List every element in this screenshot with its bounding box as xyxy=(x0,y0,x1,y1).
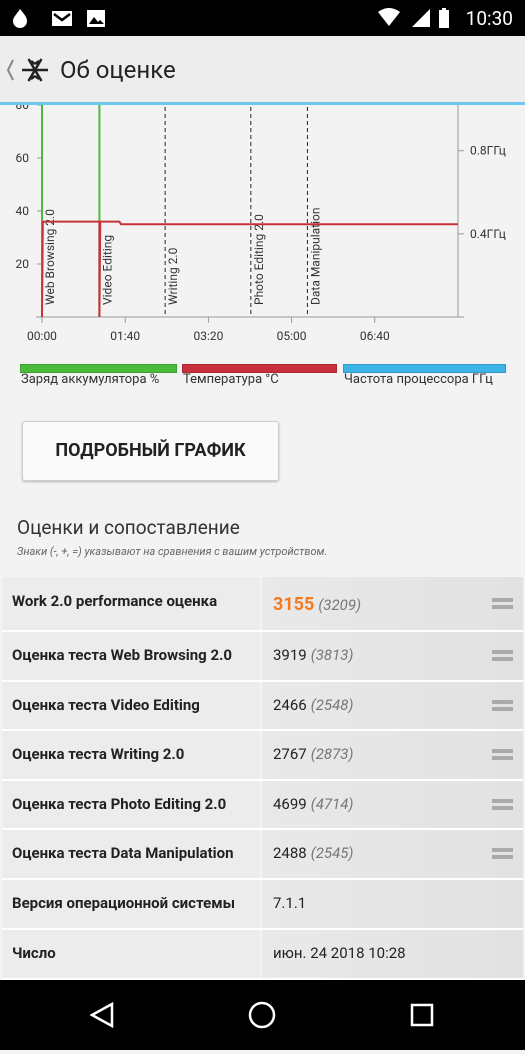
row-score: 2767 (2873) xyxy=(273,745,353,763)
legend-label: Температура °C xyxy=(183,372,279,387)
app-title: Об оценке xyxy=(60,56,176,84)
legend-label: Частота процессора ГГц xyxy=(344,372,493,387)
row-score: 3919 (3813) xyxy=(273,646,353,664)
y2-tick-label: 0.4ГГц xyxy=(470,227,506,241)
back-logo[interactable] xyxy=(4,54,56,86)
score-row: Оценка теста Photo Editing 2.0 4699 (4714) xyxy=(2,781,523,830)
name-cell: Оценка теста Web Browsing 2.0 xyxy=(2,632,260,680)
legend-swatch xyxy=(343,364,506,373)
row-label: Число xyxy=(12,944,56,962)
row-label: Версия операционной системы xyxy=(12,894,236,912)
reference-score: (3209) xyxy=(318,596,362,614)
marker-label: Video Editing xyxy=(100,235,114,305)
name-cell: Версия операционной системы xyxy=(2,880,260,928)
status-indicators xyxy=(378,8,449,28)
score-value: 2488 xyxy=(273,844,307,862)
score-row: Оценка теста Web Browsing 2.0 3919 (3813) xyxy=(2,632,523,682)
marker-label: Photo Editing 2.0 xyxy=(252,214,266,305)
row-label: Оценка теста Writing 2.0 xyxy=(12,745,185,763)
value-cell: 3919 (3813) xyxy=(262,632,523,680)
nav-bar xyxy=(0,980,525,1050)
value-cell: 4699 (4714) xyxy=(262,781,523,828)
row-label: Оценка теста Web Browsing 2.0 xyxy=(12,646,233,664)
reference-score: (3813) xyxy=(310,646,354,664)
value-cell: 7.1.1 xyxy=(262,880,523,928)
legend-label: Заряд аккумулятора % xyxy=(21,372,160,387)
score-value: 2767 xyxy=(273,745,307,763)
compare-icon xyxy=(492,598,513,610)
score-value: июн. 24 2018 10:28 xyxy=(273,944,406,962)
score-row: Оценка теста Writing 2.0 2767 (2873) xyxy=(2,731,523,781)
score-row: Оценка теста Video Editing 2466 (2548) xyxy=(2,682,523,731)
score-value: 2466 xyxy=(273,696,307,714)
value-cell: июн. 24 2018 10:28 xyxy=(262,930,523,978)
row-label: Оценка теста Data Manipulation xyxy=(12,844,234,862)
compare-icon xyxy=(492,650,513,662)
name-cell: Оценка теста Photo Editing 2.0 xyxy=(2,781,260,828)
section-note: Знаки (-, +, =) указывают на сравнения с… xyxy=(17,545,328,558)
row-score: июн. 24 2018 10:28 xyxy=(273,944,406,962)
y-tick-label: 20 xyxy=(16,257,30,271)
value-cell: 2488 (2545) xyxy=(262,830,523,878)
score-value: 7.1.1 xyxy=(273,894,307,912)
row-score: 4699 (4714) xyxy=(273,795,353,813)
row-label: Оценка теста Video Editing xyxy=(12,696,200,714)
name-cell: Оценка теста Video Editing xyxy=(2,682,260,729)
row-label: Work 2.0 performance оценка xyxy=(12,592,218,610)
compare-icon xyxy=(492,848,513,860)
name-cell: Число xyxy=(2,930,260,978)
row-score: 3155 (3209) xyxy=(273,594,361,615)
compare-icon xyxy=(492,799,513,811)
y-tick-label: 40 xyxy=(16,204,30,218)
app-bar: Об оценке xyxy=(0,36,525,105)
name-cell: Оценка теста Data Manipulation xyxy=(2,830,260,878)
reference-score: (4714) xyxy=(310,795,354,813)
score-value: 3919 xyxy=(273,646,307,664)
home-button[interactable] xyxy=(248,1001,276,1029)
score-row: Число июн. 24 2018 10:28 xyxy=(2,930,523,980)
marker-label: Writing 2.0 xyxy=(166,247,180,305)
y-tick-label: 60 xyxy=(16,151,30,165)
row-score: 2466 (2548) xyxy=(273,696,353,714)
compare-icon xyxy=(492,749,513,761)
compare-icon xyxy=(492,700,513,712)
status-bar: 10:30 xyxy=(0,0,525,36)
x-tick-label: 00:00 xyxy=(27,329,57,343)
x-tick-label: 06:40 xyxy=(360,329,390,343)
legend-swatch xyxy=(182,364,337,373)
x-tick-label: 05:00 xyxy=(277,329,307,343)
score-row: Work 2.0 performance оценка 3155 (3209) xyxy=(2,577,523,632)
row-score: 7.1.1 xyxy=(273,894,306,912)
value-cell: 2466 (2548) xyxy=(262,682,523,729)
clock: 10:30 xyxy=(465,7,513,30)
score-value: 4699 xyxy=(273,795,307,813)
x-tick-label: 01:40 xyxy=(110,329,140,343)
reference-score: (2548) xyxy=(310,696,354,714)
series-line xyxy=(41,220,458,318)
marker-label: Web Browsing 2.0 xyxy=(43,209,57,305)
score-row: Оценка теста Data Manipulation 2488 (2545) xyxy=(2,830,523,880)
value-cell: 3155 (3209) xyxy=(262,577,523,630)
x-tick-label: 03:20 xyxy=(193,329,223,343)
name-cell: Work 2.0 performance оценка xyxy=(2,577,260,630)
nav-icons xyxy=(89,1001,434,1029)
name-cell: Оценка теста Writing 2.0 xyxy=(2,731,260,779)
status-icons xyxy=(13,9,105,28)
legend-swatch xyxy=(20,364,177,373)
value-cell: 2767 (2873) xyxy=(262,731,523,779)
reference-score: (2545) xyxy=(310,844,354,862)
reference-score: (2873) xyxy=(310,745,354,763)
score-row: Версия операционной системы 7.1.1 xyxy=(2,880,523,930)
back-button[interactable] xyxy=(89,1001,114,1029)
detail-button[interactable]: ПОДРОБНЫЙ ГРАФИК xyxy=(22,421,279,481)
recents-button[interactable] xyxy=(410,1003,434,1027)
section-title: Оценки и сопоставление xyxy=(17,516,240,539)
marker-label: Data Manipulation xyxy=(308,208,322,306)
row-label: Оценка теста Photo Editing 2.0 xyxy=(12,795,227,813)
score-value: 3155 xyxy=(273,594,315,615)
row-score: 2488 (2545) xyxy=(273,844,353,862)
y2-tick-label: 0.8ГГц xyxy=(470,144,506,158)
